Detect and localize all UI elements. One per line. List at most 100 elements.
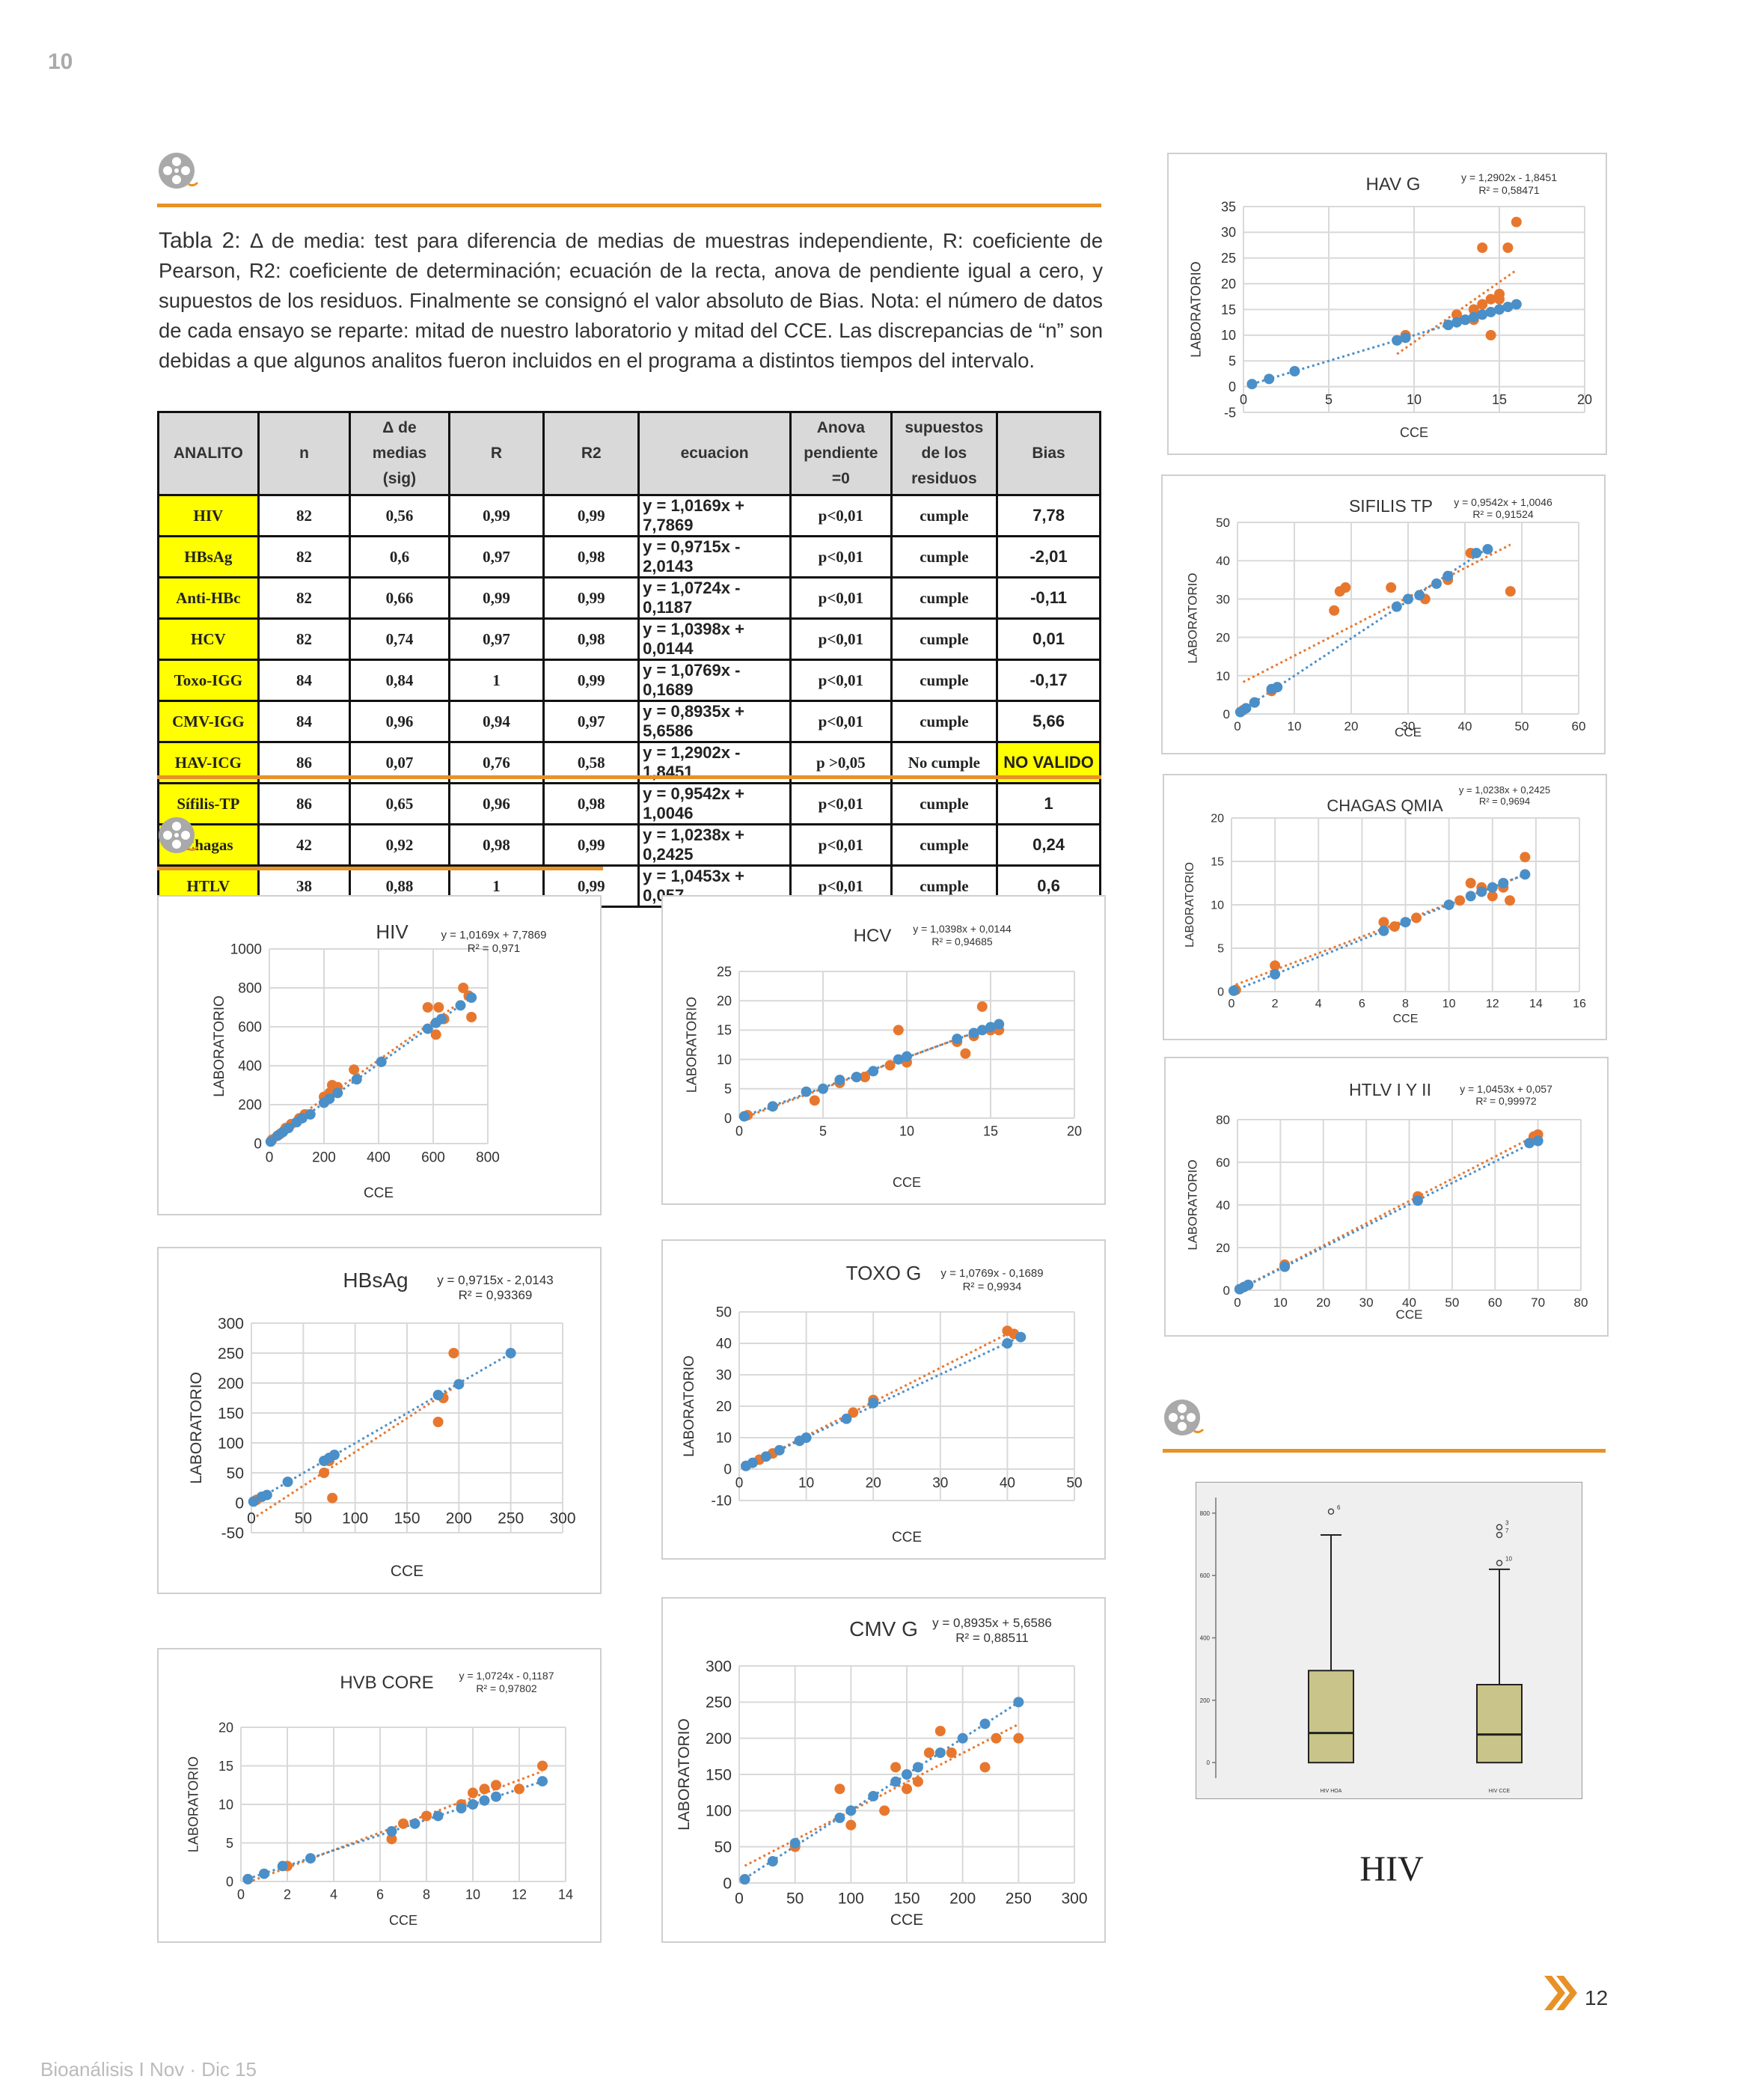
data-point-orange [319,1468,330,1478]
y-tick-label: -10 [712,1494,732,1510]
data-point-orange [491,1780,501,1791]
data-point-blue [851,1072,862,1083]
table-cell-n: 84 [257,700,352,743]
y-tick-label: 300 [706,1658,732,1675]
table-cell-dmedias: 0,66 [349,576,450,620]
data-point-orange [1487,891,1498,902]
header-line: ecuacion [680,445,749,462]
chart-title: HAV G [1366,174,1421,195]
trendline-orange [744,1723,1020,1867]
table-row: Anti-HBc 82 0,66 0,99 0,99 y = 1,0724x - 0,11… [157,576,1101,620]
table-row: HCV 82 0,74 0,97 0,98 y = 1,0398x + 0,0144 p<0… [157,617,1101,661]
y-tick-label: 50 [227,1465,244,1482]
data-point-blue [265,1136,276,1147]
data-point-blue [409,1818,420,1829]
data-point-orange [1451,309,1462,320]
y-tick-label: 10 [716,1431,732,1447]
data-point-blue [818,1083,828,1094]
data-point-orange [848,1407,859,1418]
section-divider [157,204,1101,207]
table-cell-anova: p<0,01 [789,700,893,743]
x-tick-label: 15 [983,1123,998,1138]
x-tick-label: 30 [1401,719,1416,733]
x-tick-label: 4 [330,1887,337,1902]
trend-equation: y = 0,9715x - 2,0143 [437,1273,553,1287]
table-header-cell: Δ de medias (sig) [349,411,450,496]
x-axis-label: CCE [1395,725,1422,739]
table-header-cell: Bias [996,411,1101,496]
x-tick-label: 12 [512,1887,527,1902]
data-point-blue [1502,302,1514,313]
data-point-blue [1272,682,1283,693]
data-point-blue [1443,900,1454,910]
footer: Bioanálisis I Nov · Dic 15 [40,2058,257,2081]
table-row: Sífilis-TP 86 0,65 0,96 0,98 y = 0,9542x + 1,… [157,782,1101,825]
group-label: HIV HOA [1321,1789,1342,1794]
data-point-blue [1498,878,1509,888]
data-point-blue [1378,925,1389,936]
data-point-blue [841,1413,852,1424]
table-cell-bias: -0,11 [996,576,1101,620]
table-row: Chagas 42 0,92 0,98 0,99 y = 1,0238x + 0,2425… [157,823,1101,867]
table-cell-bias: 0,01 [996,617,1101,661]
table-cell-bias: -0,17 [996,659,1101,702]
data-point-blue [1471,547,1482,558]
y-tick-label: 10 [717,1052,732,1067]
table-cell-ecuacion: y = 1,0769x - 0,1689 [637,659,792,702]
data-point-blue [332,1087,343,1099]
data-point-orange [398,1818,409,1829]
x-tick-label: 10 [1407,392,1422,407]
x-tick-label: 2 [284,1887,291,1902]
scatter-svg: 0 10 20 30 40 50 0 10 20 30 40 50 60 SIFILIS TP y = 0,… [1186,496,1586,739]
x-tick-label: 20 [1067,1123,1082,1138]
data-point-blue [432,1390,444,1400]
y-tick-label: 5 [1217,943,1224,956]
y-tick-label: 20 [1211,813,1224,825]
box [1476,1684,1523,1764]
data-point-blue [1511,299,1522,310]
table-cell-dmedias: 0,65 [349,782,450,825]
table-cell-dmedias: 0,6 [349,535,450,579]
table-cell-dmedias: 0,92 [349,823,450,867]
x-tick-label: 0 [237,1887,245,1902]
x-tick-label: 14 [1529,998,1543,1010]
data-point-blue [968,1028,979,1039]
table-cell-analito: HBsAg [157,535,260,579]
header-line [162,466,254,492]
data-point-orange [860,1072,870,1083]
y-axis-label: LABORATORIO [682,1355,697,1457]
data-point-blue [902,1769,912,1780]
table-cell-analito: Toxo-IGG [157,659,260,702]
y-tick-label: 0 [1207,1759,1211,1766]
boxplot-svg: 0 200 400 600 800 6 HIV HOA 10 73 HIV CCE [1200,1498,1523,1794]
chart-title: HIV [376,921,409,943]
data-point-blue [1414,590,1425,601]
x-tick-label: 2 [1272,998,1279,1010]
data-point-orange [809,1095,820,1106]
caption-text: Δ de media: test para diferencia de medi… [159,229,1104,372]
y-axis-label: LABORATORIO [1186,573,1200,663]
x-axis-label: CCE [1396,1307,1423,1322]
data-point-blue [1264,373,1275,385]
table-header-cell: ecuacion [637,411,792,496]
data-point-blue [1494,304,1505,315]
header-line: Anova [816,419,865,436]
header-line: Δ de medias [372,419,427,462]
x-tick-label: 200 [446,1510,472,1527]
x-tick-label: 50 [1066,1476,1082,1492]
table-cell-r: 0,97 [447,535,545,579]
table-cell-ecuacion: y = 0,9715x - 2,0143 [637,535,792,579]
x-tick-label: 200 [949,1890,976,1907]
header-line: pendiente [804,445,878,462]
table-cell-r2: 0,98 [542,535,640,579]
header-line [453,415,540,441]
data-point-orange [1520,852,1531,863]
table-cell-dmedias: 0,56 [349,494,450,537]
data-point-blue [976,1025,988,1036]
table-cell-analito: Anti-HBc [157,576,260,620]
data-point-blue [1451,317,1462,328]
data-point-orange [890,1762,902,1773]
data-point-blue [902,1051,912,1062]
data-point-blue [1013,1697,1024,1708]
data-point-blue [537,1776,548,1787]
